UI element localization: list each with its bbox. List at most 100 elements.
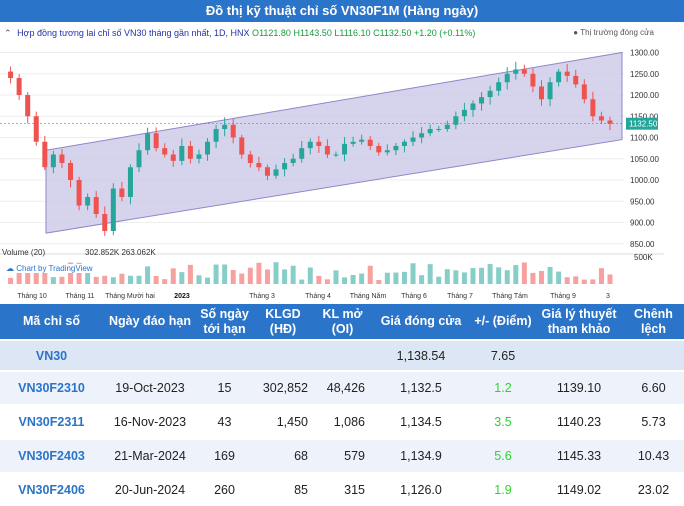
candle-body xyxy=(581,84,587,100)
candle-body xyxy=(333,154,339,156)
candle-body xyxy=(496,82,502,91)
volume-bar xyxy=(170,268,176,284)
table-row: VN30F2403 21-Mar-2024 169 68 579 1,134.9… xyxy=(0,438,684,472)
cell-theoretical: 1149.02 xyxy=(535,472,623,506)
candle-body xyxy=(436,129,442,130)
cell-empty xyxy=(252,339,314,370)
volume-bar xyxy=(50,277,56,284)
volume-bar xyxy=(538,270,544,284)
candle-body xyxy=(461,109,467,117)
volume-bar xyxy=(59,276,65,284)
cell-expiry: 16-Nov-2023 xyxy=(103,404,197,438)
chevron-up-icon[interactable]: ⌃ xyxy=(4,28,12,38)
table-row: VN30F2406 20-Jun-2024 260 85 315 1,126.0… xyxy=(0,472,684,506)
chart-legend: ⌃ Hợp đồng tương lai chỉ số VN30 tháng g… xyxy=(4,28,476,38)
cell-days: 169 xyxy=(197,438,252,472)
last-price-tag xyxy=(626,117,658,130)
volume-bar xyxy=(393,272,399,284)
candle-body xyxy=(307,141,313,149)
volume-bar xyxy=(264,269,270,284)
volume-bar xyxy=(273,262,279,284)
cell-change: 1.2 xyxy=(471,370,535,404)
price-chart[interactable]: 1300.00 1250.00 1200.00 1150.00 1100.00 1050.… xyxy=(0,22,684,300)
candle-body xyxy=(504,73,510,83)
cell-days: 260 xyxy=(197,472,252,506)
time-tick-label: Tháng 9 xyxy=(550,293,576,300)
time-tick-label: Tháng Tám xyxy=(492,293,528,300)
col-header-spread: Chênh lệch xyxy=(623,304,684,339)
cell-theoretical: 1140.23 xyxy=(535,404,623,438)
candle-body xyxy=(556,71,562,83)
cell-oi: 1,086 xyxy=(314,404,371,438)
time-tick-label: Tháng 3 xyxy=(249,293,275,300)
candle-body xyxy=(76,180,82,206)
volume-bar xyxy=(461,272,467,284)
cell-spread: 23.02 xyxy=(623,472,684,506)
last-price-label: 1132.50 xyxy=(629,120,658,129)
candle-body xyxy=(33,116,39,142)
candle-body xyxy=(239,137,245,155)
volume-bar xyxy=(25,269,31,284)
candle-body xyxy=(256,163,262,168)
candle-body xyxy=(487,90,493,98)
cell-change: 5.6 xyxy=(471,438,535,472)
candle-body xyxy=(410,137,416,142)
chart-svg[interactable]: 1300.00 1250.00 1200.00 1150.00 1100.00 1050.… xyxy=(0,22,684,300)
volume-bar xyxy=(179,272,185,284)
cell-change: 7.65 xyxy=(471,339,535,370)
volume-bar xyxy=(145,266,151,284)
candle-body xyxy=(470,103,476,110)
candle-body xyxy=(213,129,219,142)
market-status-text: Thị trường đóng cửa xyxy=(580,28,654,37)
legend-close: 1132.50 xyxy=(379,28,412,38)
cell-close: 1,134.9 xyxy=(371,438,471,472)
volume-bar xyxy=(282,269,288,284)
table-header: Mã chỉ số Ngày đáo hạn Số ngày tới hạn K… xyxy=(0,304,684,339)
volume-bar xyxy=(453,270,459,284)
cell-change: 1.9 xyxy=(471,472,535,506)
col-header-volume: KLGD (HĐ) xyxy=(252,304,314,339)
time-tick-label: Tháng Năm xyxy=(350,293,387,300)
candle-body xyxy=(607,120,613,124)
candle-body xyxy=(136,150,142,168)
volume-bar xyxy=(324,279,330,284)
volume-bar xyxy=(564,277,570,284)
legend-low: 1116.10 xyxy=(339,28,371,38)
volume-bar xyxy=(444,269,450,284)
volume-bar xyxy=(247,267,253,284)
legend-symbol-name: Hợp đồng tương lai chỉ số VN30 tháng gần… xyxy=(17,28,250,38)
tradingview-badge[interactable]: ☁ Chart by TradingView xyxy=(6,264,93,273)
cell-oi: 579 xyxy=(314,438,371,472)
legend-change: +1.20 (+0.11%) xyxy=(413,28,476,38)
candle-body xyxy=(50,154,56,168)
cell-code: VN30 xyxy=(0,339,103,370)
volume-bar xyxy=(333,270,339,284)
candle-body xyxy=(273,169,279,176)
cell-empty xyxy=(103,339,197,370)
cell-theoretical: 1139.10 xyxy=(535,370,623,404)
volume-bar xyxy=(33,265,39,284)
price-tick-label: 950.00 xyxy=(630,197,655,206)
volume-bar xyxy=(513,265,519,284)
cell-empty xyxy=(535,339,623,370)
volume-bar xyxy=(427,264,433,284)
candle-body xyxy=(85,197,91,206)
volume-bar xyxy=(213,264,219,284)
futures-table: Mã chỉ số Ngày đáo hạn Số ngày tới hạn K… xyxy=(0,304,684,506)
candle-body xyxy=(264,167,270,176)
cell-close: 1,134.5 xyxy=(371,404,471,438)
cell-close: 1,138.54 xyxy=(371,339,471,370)
candle-body xyxy=(342,143,348,155)
volume-bar xyxy=(307,267,313,284)
col-header-expiry: Ngày đáo hạn xyxy=(103,304,197,339)
candle-body xyxy=(376,146,382,153)
volume-bar xyxy=(401,271,407,284)
cell-change: 3.5 xyxy=(471,404,535,438)
cell-expiry: 21-Mar-2024 xyxy=(103,438,197,472)
candle-body xyxy=(205,141,211,155)
volume-bar xyxy=(299,279,305,284)
candle-body xyxy=(427,129,433,134)
volume-bar xyxy=(350,274,356,284)
volume-bar xyxy=(556,271,562,284)
price-tick-label: 1000.00 xyxy=(630,176,659,185)
